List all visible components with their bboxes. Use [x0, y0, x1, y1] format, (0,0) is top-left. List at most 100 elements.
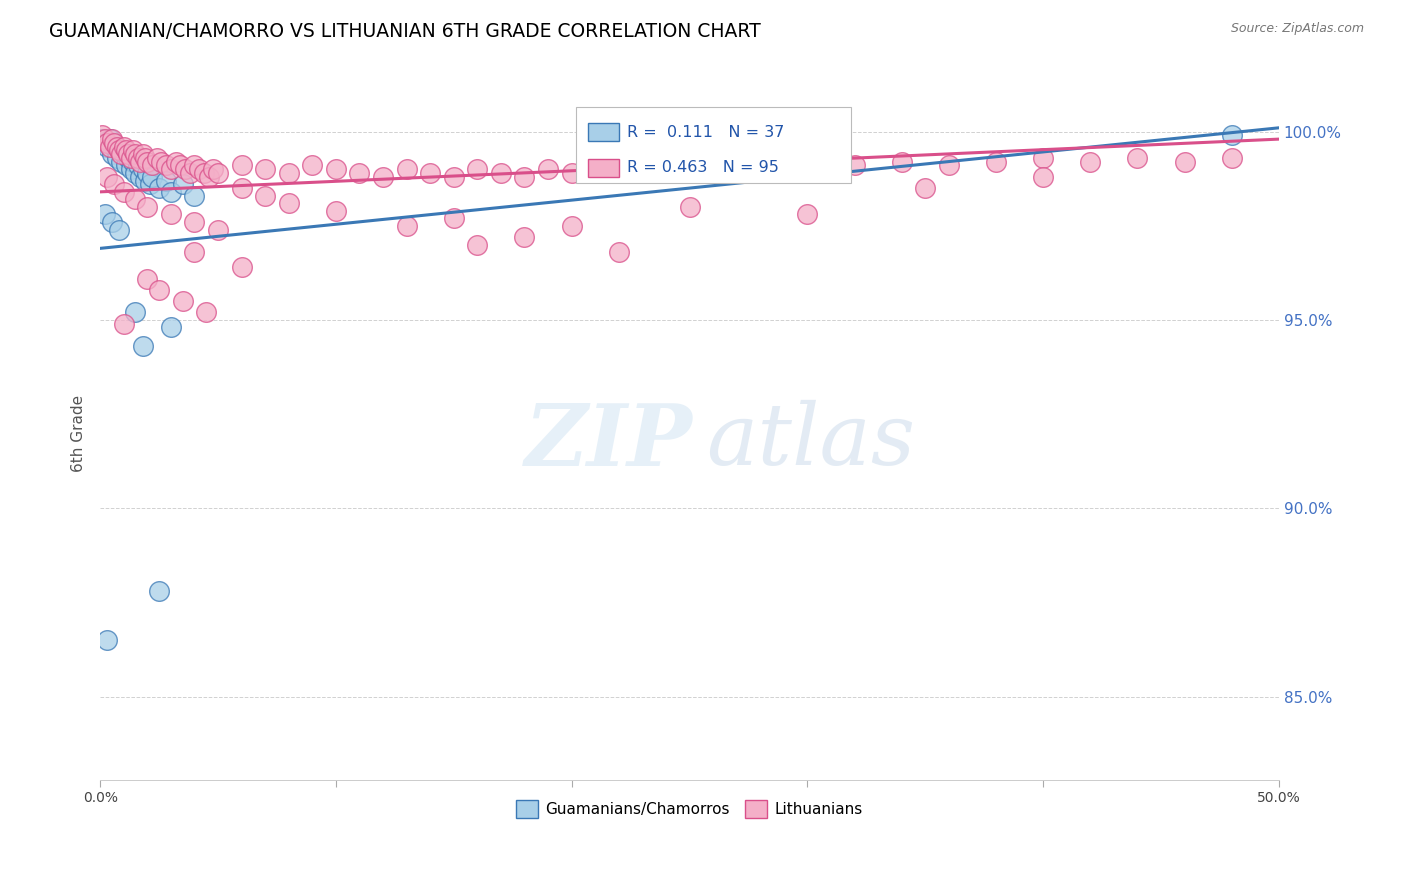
Point — [160, 185, 183, 199]
Point — [148, 584, 170, 599]
Text: atlas: atlas — [706, 401, 915, 483]
Point — [96, 633, 118, 648]
Point — [325, 162, 347, 177]
Point — [112, 139, 135, 153]
Point — [1174, 154, 1197, 169]
Point — [94, 136, 117, 150]
Point — [561, 166, 583, 180]
Point — [94, 207, 117, 221]
Point — [127, 151, 149, 165]
Point — [419, 166, 441, 180]
Point — [183, 188, 205, 202]
Point — [371, 169, 394, 184]
Point — [136, 271, 159, 285]
Point — [120, 162, 142, 177]
Point — [96, 136, 118, 150]
Point — [112, 317, 135, 331]
Point — [160, 207, 183, 221]
Point — [914, 181, 936, 195]
Point — [136, 154, 159, 169]
Point — [101, 132, 124, 146]
Point — [172, 294, 194, 309]
Point — [325, 203, 347, 218]
Point — [277, 166, 299, 180]
Point — [561, 219, 583, 233]
Point — [1220, 128, 1243, 143]
Point — [160, 320, 183, 334]
Point — [155, 173, 177, 187]
Point — [148, 181, 170, 195]
Point — [108, 144, 131, 158]
Point — [150, 154, 173, 169]
Point — [96, 139, 118, 153]
Point — [169, 159, 191, 173]
Point — [112, 185, 135, 199]
Point — [301, 159, 323, 173]
Point — [91, 128, 114, 143]
Point — [105, 151, 128, 165]
Point — [172, 178, 194, 192]
Point — [160, 162, 183, 177]
Point — [607, 159, 630, 173]
Point — [124, 147, 146, 161]
Text: R = 0.463   N = 95: R = 0.463 N = 95 — [627, 161, 779, 175]
Point — [395, 219, 418, 233]
Point — [94, 132, 117, 146]
Point — [108, 144, 131, 158]
Point — [134, 173, 156, 187]
Point — [165, 154, 187, 169]
Point — [98, 139, 121, 153]
Point — [183, 215, 205, 229]
Point — [349, 166, 371, 180]
Point — [537, 162, 560, 177]
Point — [98, 132, 121, 146]
Point — [678, 200, 700, 214]
Point — [136, 166, 159, 180]
Point — [131, 339, 153, 353]
Point — [277, 196, 299, 211]
Point — [796, 154, 818, 169]
Point — [115, 144, 138, 158]
Text: GUAMANIAN/CHAMORRO VS LITHUANIAN 6TH GRADE CORRELATION CHART: GUAMANIAN/CHAMORRO VS LITHUANIAN 6TH GRA… — [49, 22, 761, 41]
Point — [443, 211, 465, 226]
Point — [513, 169, 536, 184]
Point — [110, 154, 132, 169]
Point — [749, 162, 772, 177]
Point — [117, 147, 139, 161]
Point — [207, 222, 229, 236]
Point — [844, 159, 866, 173]
Point — [183, 245, 205, 260]
Point — [124, 305, 146, 319]
Point — [138, 178, 160, 192]
Point — [127, 159, 149, 173]
Point — [110, 147, 132, 161]
Point — [155, 159, 177, 173]
Point — [115, 159, 138, 173]
Point — [938, 159, 960, 173]
Point — [131, 147, 153, 161]
Point — [254, 162, 277, 177]
Point — [131, 162, 153, 177]
Point — [231, 159, 253, 173]
Point — [489, 166, 512, 180]
Point — [395, 162, 418, 177]
Point — [91, 132, 114, 146]
Point — [231, 181, 253, 195]
Point — [702, 159, 724, 173]
Point — [467, 162, 489, 177]
Point — [179, 166, 201, 180]
Point — [103, 178, 125, 192]
Point — [202, 162, 225, 177]
Text: R =  0.111   N = 37: R = 0.111 N = 37 — [627, 125, 785, 139]
Legend: Guamanians/Chamorros, Lithuanians: Guamanians/Chamorros, Lithuanians — [510, 794, 869, 824]
Point — [101, 147, 124, 161]
Point — [141, 159, 163, 173]
Point — [129, 154, 152, 169]
Point — [96, 169, 118, 184]
Point — [231, 260, 253, 275]
Point — [124, 193, 146, 207]
Point — [134, 151, 156, 165]
Point — [105, 139, 128, 153]
Point — [188, 162, 211, 177]
Point — [122, 144, 145, 158]
